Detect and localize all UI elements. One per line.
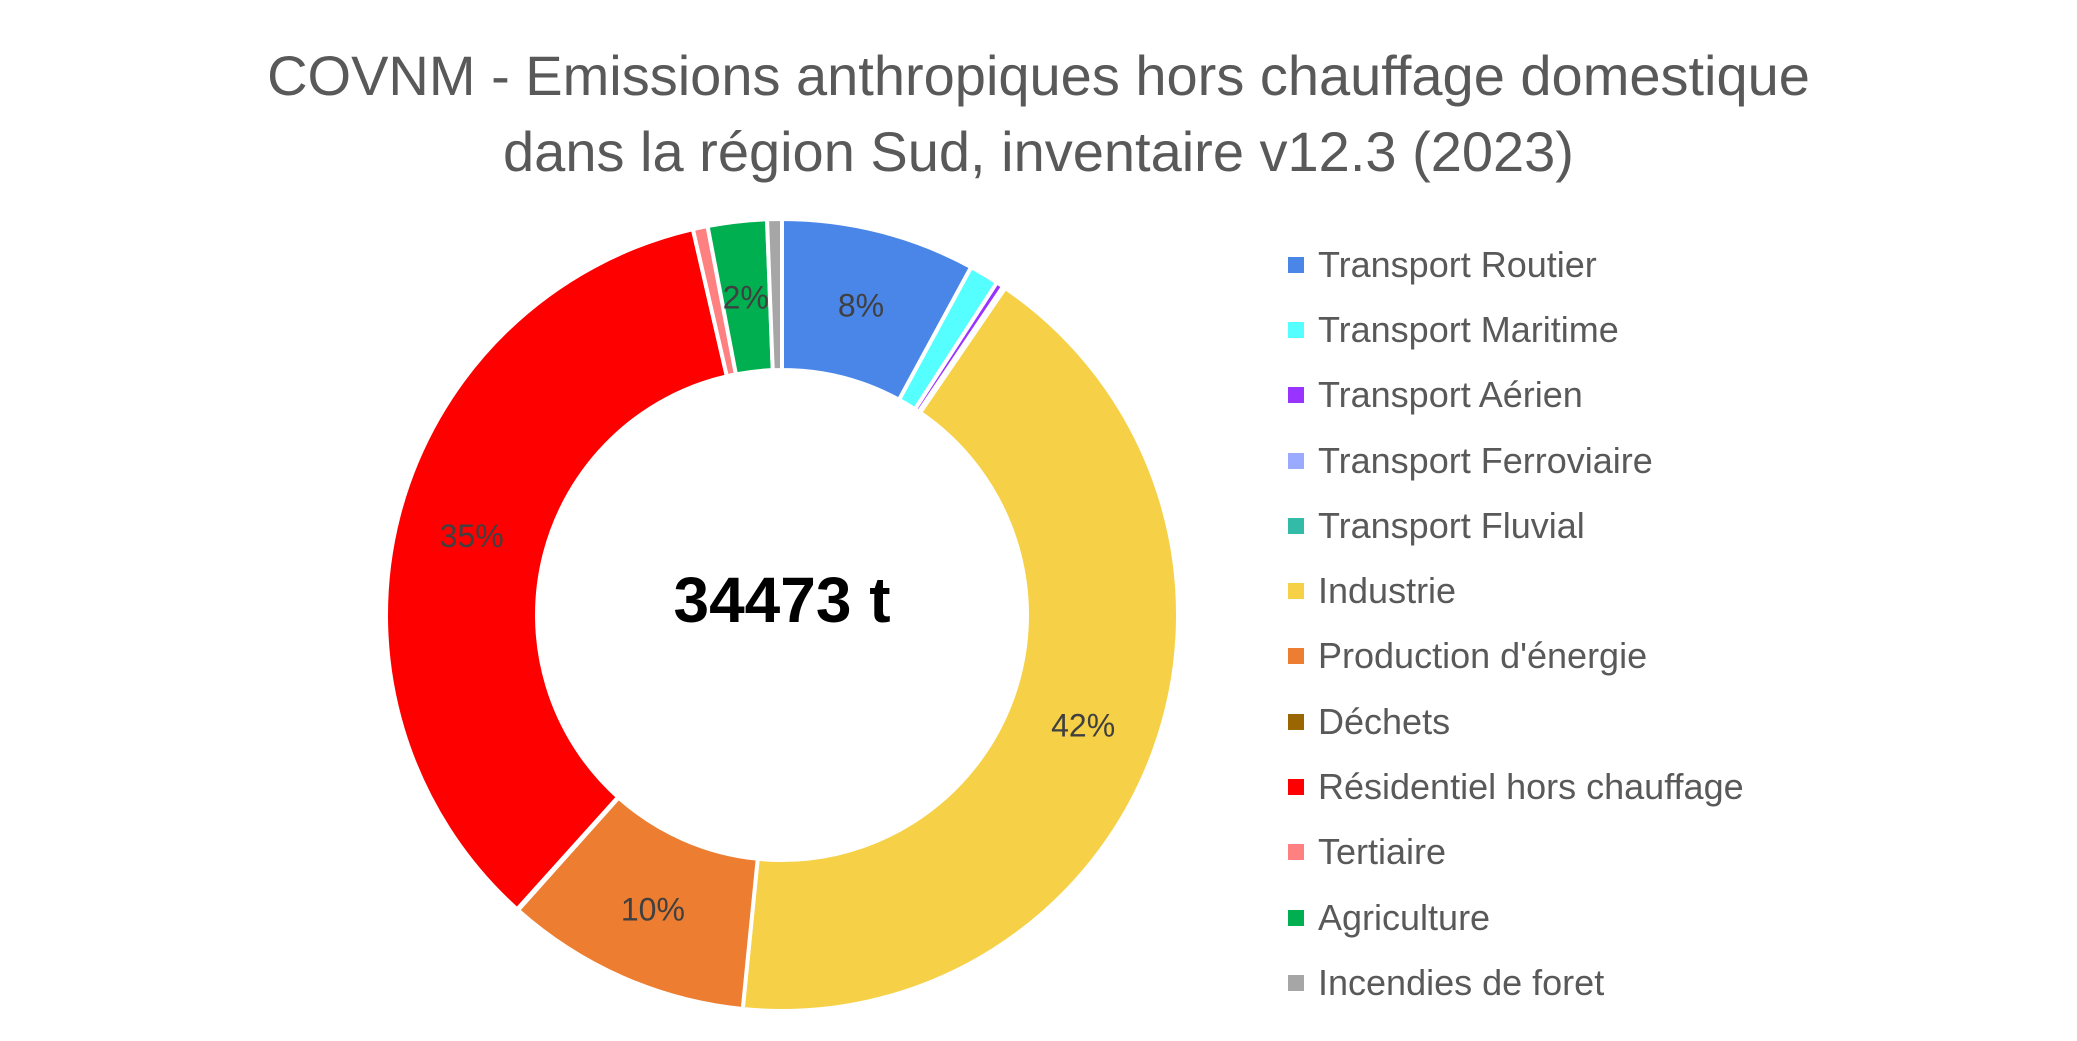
legend-item-incendies-de-foret[interactable]: Incendies de foret (1288, 950, 2048, 1015)
legend-label: Transport Maritime (1318, 308, 1619, 350)
legend-label: Transport Routier (1318, 243, 1597, 285)
legend-item-agriculture[interactable]: Agriculture (1288, 885, 2048, 950)
data-labels: 8% 42% 10% 35% 2% (440, 280, 1116, 928)
legend-item-transport-aerien[interactable]: Transport Aérien (1288, 363, 2048, 428)
data-label-transport-routier: 8% (838, 287, 884, 323)
data-label-agriculture: 2% (723, 280, 769, 316)
legend-swatch (1288, 517, 1304, 534)
legend-swatch (1288, 974, 1304, 991)
donut-slices (384, 216, 1180, 1013)
legend-label: Transport Fluvial (1318, 504, 1585, 546)
legend-label: Incendies de foret (1318, 961, 1605, 1003)
legend-swatch (1288, 387, 1304, 404)
slice-incendies-de-foret[interactable] (765, 216, 784, 373)
legend-swatch (1288, 256, 1304, 273)
legend-item-transport-ferroviaire[interactable]: Transport Ferroviaire (1288, 428, 2048, 493)
slice-industrie[interactable] (740, 285, 1180, 1013)
legend-label: Industrie (1318, 570, 1457, 612)
legend-label: Production d'énergie (1318, 635, 1648, 677)
legend-swatch (1288, 321, 1304, 338)
chart-title-line-1: COVNM - Emissions anthropiques hors chau… (267, 44, 1810, 107)
slice-residentiel-hors-chauffage[interactable] (384, 227, 729, 912)
data-label-production-d-energie: 10% (621, 891, 685, 927)
legend: Transport Routier Transport Maritime Trans… (1288, 232, 2048, 1016)
data-label-industrie: 42% (1051, 708, 1115, 744)
legend-item-residentiel-hors-chauffage[interactable]: Résidentiel hors chauffage (1288, 754, 2048, 819)
legend-swatch (1288, 713, 1304, 730)
legend-swatch (1288, 583, 1304, 600)
legend-label: Résidentiel hors chauffage (1318, 766, 1744, 808)
legend-item-production-d-energie[interactable]: Production d'énergie (1288, 624, 2048, 689)
legend-swatch (1288, 779, 1304, 796)
legend-swatch (1288, 648, 1304, 665)
legend-label: Agriculture (1318, 896, 1491, 938)
legend-label: Déchets (1318, 700, 1451, 742)
chart-title-line-2: dans la région Sud, inventaire v12.3 (20… (503, 120, 1574, 183)
legend-label: Transport Ferroviaire (1318, 439, 1653, 481)
legend-swatch (1288, 909, 1304, 926)
legend-item-dechets[interactable]: Déchets (1288, 689, 2048, 754)
legend-item-transport-routier[interactable]: Transport Routier (1288, 232, 2048, 297)
center-total-label: 34473 t (673, 564, 890, 636)
legend-label: Transport Aérien (1318, 374, 1583, 416)
legend-item-transport-maritime[interactable]: Transport Maritime (1288, 297, 2048, 362)
legend-label: Tertiaire (1318, 831, 1447, 873)
legend-swatch (1288, 452, 1304, 469)
legend-item-transport-fluvial[interactable]: Transport Fluvial (1288, 493, 2048, 558)
legend-item-tertiaire[interactable]: Tertiaire (1288, 820, 2048, 885)
chart-title: COVNM - Emissions anthropiques hors chau… (0, 38, 2077, 190)
data-label-residentiel-hors-chauffage: 35% (440, 518, 504, 554)
legend-swatch (1288, 844, 1304, 861)
legend-item-industrie[interactable]: Industrie (1288, 558, 2048, 623)
